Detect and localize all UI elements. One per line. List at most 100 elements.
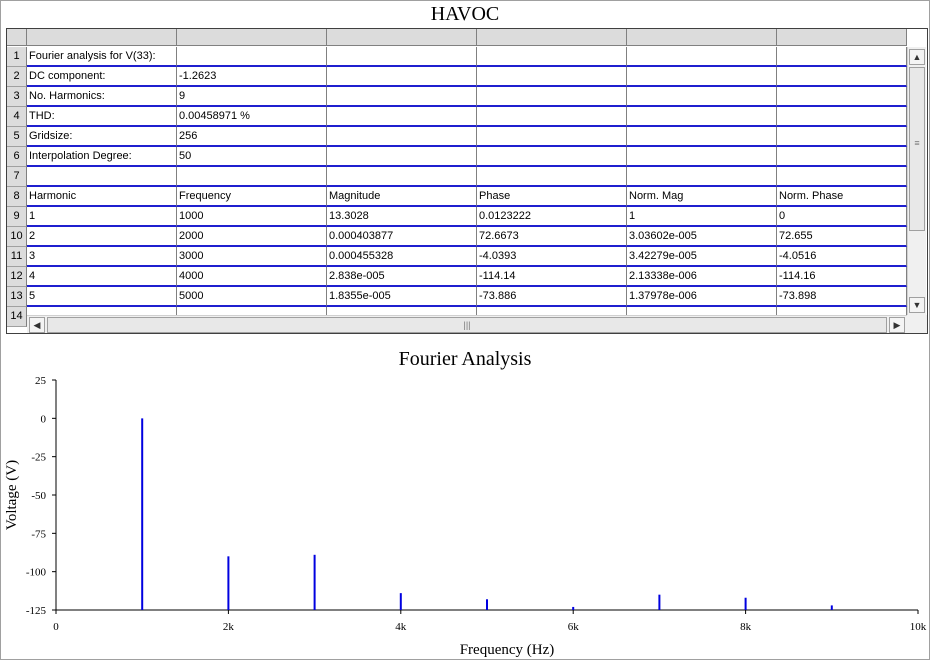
table-cell[interactable] [627,127,777,147]
table-cell[interactable]: -73.898 [777,287,907,307]
table-cell[interactable]: -4.0393 [477,247,627,267]
row-header[interactable]: 7 [7,167,27,187]
table-cell[interactable]: 0.0123222 [477,207,627,227]
table-cell[interactable]: -73.886 [477,287,627,307]
row-header[interactable]: 13 [7,287,27,307]
table-cell[interactable] [627,107,777,127]
table-cell[interactable]: -114.16 [777,267,907,287]
table-cell[interactable] [327,87,477,107]
table-cell[interactable] [477,147,627,167]
row-header[interactable]: 12 [7,267,27,287]
table-cell[interactable] [627,67,777,87]
table-cell[interactable]: Norm. Mag [627,187,777,207]
row-header[interactable]: 8 [7,187,27,207]
table-cell[interactable]: 0 [777,207,907,227]
table-cell[interactable]: 3.42279e-005 [627,247,777,267]
table-cell[interactable]: 0.00458971 % [177,107,327,127]
row-header[interactable]: 4 [7,107,27,127]
table-cell[interactable] [327,127,477,147]
table-cell[interactable]: 2.13338e-006 [627,267,777,287]
vertical-scrollbar[interactable]: ▲ ≡ ▼ [907,47,926,315]
table-cell[interactable]: 0.000455328 [327,247,477,267]
horizontal-scroll-thumb[interactable]: ||| [47,317,887,333]
table-cell[interactable]: 1.37978e-006 [627,287,777,307]
scroll-left-button[interactable]: ◀ [29,317,45,333]
column-header[interactable] [177,29,327,46]
table-cell[interactable] [27,167,177,187]
table-cell[interactable] [327,147,477,167]
table-cell[interactable]: 0.000403877 [327,227,477,247]
table-cell[interactable]: -4.0516 [777,247,907,267]
table-cell[interactable]: 3 [27,247,177,267]
table-cell[interactable] [777,127,907,147]
table-cell[interactable] [177,47,327,67]
table-cell[interactable]: Phase [477,187,627,207]
table-cell[interactable]: 3000 [177,247,327,267]
table-cell[interactable] [777,87,907,107]
table-cell[interactable] [477,127,627,147]
table-cell[interactable] [627,167,777,187]
row-header[interactable]: 11 [7,247,27,267]
row-header[interactable]: 3 [7,87,27,107]
table-cell[interactable]: 13.3028 [327,207,477,227]
table-cell[interactable]: 9 [177,87,327,107]
table-cell[interactable]: 5000 [177,287,327,307]
table-cell[interactable] [327,47,477,67]
table-cell[interactable]: -114.14 [477,267,627,287]
table-cell[interactable] [777,67,907,87]
table-cell[interactable]: 50 [177,147,327,167]
table-cell[interactable] [177,167,327,187]
scroll-up-button[interactable]: ▲ [909,49,925,65]
table-cell[interactable]: 256 [177,127,327,147]
row-header[interactable]: 2 [7,67,27,87]
results-spreadsheet[interactable]: 1 Fourier analysis for V(33): 2 DC componen… [6,28,928,334]
table-cell[interactable]: 72.655 [777,227,907,247]
table-cell[interactable]: Fourier analysis for V(33): [27,47,177,67]
table-cell[interactable] [777,147,907,167]
table-cell[interactable]: 1.8355e-005 [327,287,477,307]
column-header[interactable] [327,29,477,46]
table-cell[interactable]: No. Harmonics: [27,87,177,107]
table-cell[interactable] [327,67,477,87]
table-cell[interactable]: 3.03602e-005 [627,227,777,247]
column-header[interactable] [627,29,777,46]
table-cell[interactable]: Interpolation Degree: [27,147,177,167]
table-cell[interactable]: 4 [27,267,177,287]
row-header[interactable]: 6 [7,147,27,167]
table-cell[interactable]: 4000 [177,267,327,287]
table-cell[interactable]: 2.838e-005 [327,267,477,287]
column-header[interactable] [777,29,907,46]
select-all-corner[interactable] [7,29,27,46]
table-cell[interactable]: 1 [627,207,777,227]
vertical-scroll-thumb[interactable]: ≡ [909,67,925,231]
table-cell[interactable]: 2 [27,227,177,247]
table-cell[interactable]: 5 [27,287,177,307]
scroll-down-button[interactable]: ▼ [909,297,925,313]
table-cell[interactable]: Magnitude [327,187,477,207]
table-cell[interactable] [477,107,627,127]
table-cell[interactable] [477,87,627,107]
column-header[interactable] [477,29,627,46]
table-cell[interactable] [777,47,907,67]
table-cell[interactable]: Frequency [177,187,327,207]
table-cell[interactable]: Norm. Phase [777,187,907,207]
scroll-right-button[interactable]: ▶ [889,317,905,333]
table-cell[interactable] [627,87,777,107]
table-cell[interactable] [627,47,777,67]
table-cell[interactable] [777,107,907,127]
table-cell[interactable] [327,107,477,127]
table-cell[interactable]: Harmonic [27,187,177,207]
table-cell[interactable]: 1000 [177,207,327,227]
row-header[interactable]: 5 [7,127,27,147]
table-cell[interactable]: Gridsize: [27,127,177,147]
table-cell[interactable] [477,47,627,67]
horizontal-scrollbar[interactable]: ◀ ||| ▶ [27,315,907,333]
row-header[interactable]: 1 [7,47,27,67]
table-cell[interactable]: -1.2623 [177,67,327,87]
table-cell[interactable] [327,167,477,187]
table-cell[interactable]: 72.6673 [477,227,627,247]
row-header[interactable]: 10 [7,227,27,247]
table-cell[interactable] [627,147,777,167]
table-cell[interactable] [477,167,627,187]
row-header[interactable]: 9 [7,207,27,227]
